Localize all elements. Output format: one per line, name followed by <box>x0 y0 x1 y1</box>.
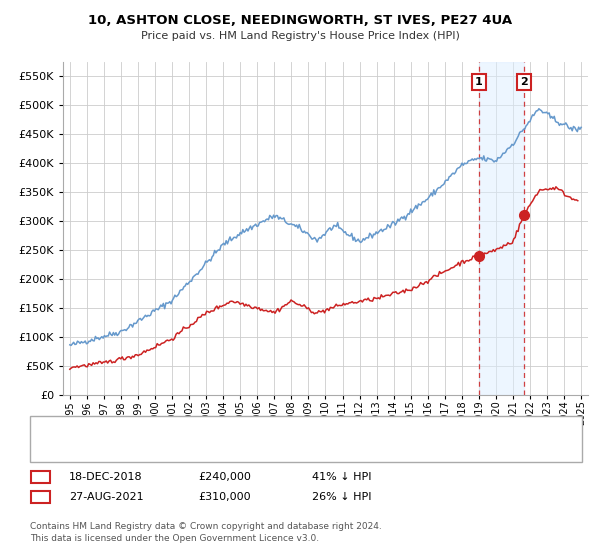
Text: 2: 2 <box>520 77 528 87</box>
Text: 26% ↓ HPI: 26% ↓ HPI <box>312 492 371 502</box>
Text: £310,000: £310,000 <box>198 492 251 502</box>
Text: HPI: Average price, detached house, Huntingdonshire: HPI: Average price, detached house, Hunt… <box>72 444 352 454</box>
Text: £240,000: £240,000 <box>198 472 251 482</box>
Text: 27-AUG-2021: 27-AUG-2021 <box>69 492 143 502</box>
Text: 41% ↓ HPI: 41% ↓ HPI <box>312 472 371 482</box>
Text: 1: 1 <box>475 77 483 87</box>
Text: 10, ASHTON CLOSE, NEEDINGWORTH, ST IVES, PE27 4UA: 10, ASHTON CLOSE, NEEDINGWORTH, ST IVES,… <box>88 14 512 27</box>
Text: 2: 2 <box>37 492 44 502</box>
Bar <box>479 62 524 395</box>
Text: Contains HM Land Registry data © Crown copyright and database right 2024.
This d: Contains HM Land Registry data © Crown c… <box>30 522 382 543</box>
Text: 1: 1 <box>37 472 44 482</box>
Text: 10, ASHTON CLOSE, NEEDINGWORTH, ST IVES, PE27 4UA (detached house): 10, ASHTON CLOSE, NEEDINGWORTH, ST IVES,… <box>72 424 464 434</box>
Text: Price paid vs. HM Land Registry's House Price Index (HPI): Price paid vs. HM Land Registry's House … <box>140 31 460 41</box>
Text: 18-DEC-2018: 18-DEC-2018 <box>69 472 143 482</box>
